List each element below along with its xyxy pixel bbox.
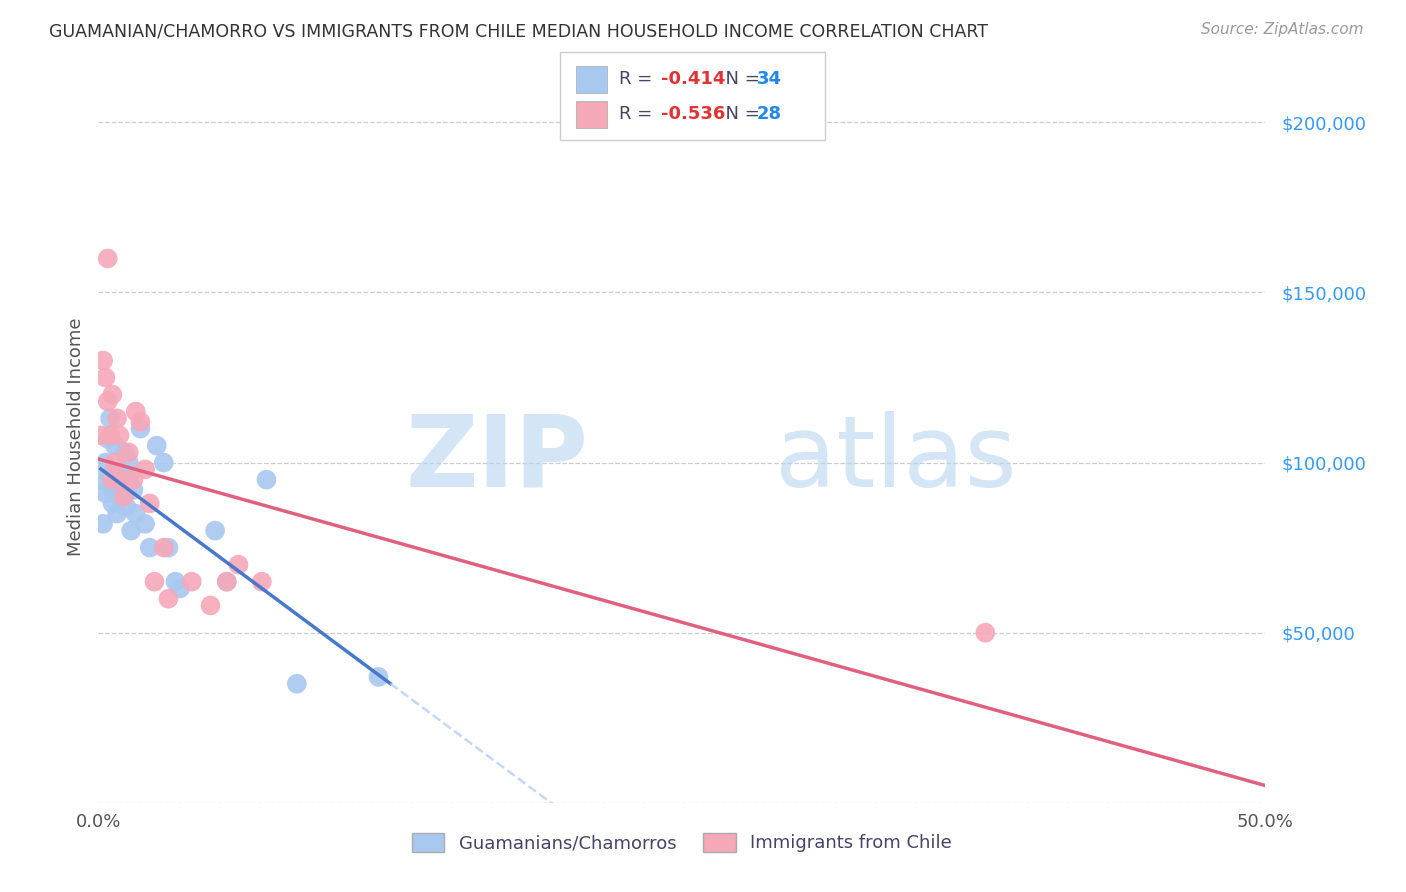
Point [134, 462, 156, 476]
Point [204, 524, 226, 538]
Point [97, 394, 120, 409]
Point [97, 252, 120, 266]
Point [118, 473, 141, 487]
Point [111, 473, 134, 487]
Point [157, 541, 180, 555]
Point [125, 507, 148, 521]
Text: Source: ZipAtlas.com: Source: ZipAtlas.com [1201, 22, 1364, 37]
Point [105, 507, 128, 521]
Text: N =: N = [714, 105, 766, 123]
Point [146, 439, 169, 453]
Point [101, 483, 124, 497]
Point [94, 456, 117, 470]
Point [228, 558, 250, 572]
Point [165, 574, 187, 589]
Point [285, 677, 308, 691]
Point [152, 541, 174, 555]
Point [98, 469, 121, 483]
Point [91, 516, 114, 531]
Point [98, 428, 121, 442]
Text: -0.414: -0.414 [661, 70, 725, 88]
Text: N =: N = [714, 70, 766, 88]
Point [105, 411, 128, 425]
Point [215, 574, 238, 589]
Point [118, 456, 141, 470]
Text: -0.536: -0.536 [661, 105, 725, 123]
Point [169, 582, 191, 596]
Point [139, 496, 162, 510]
Point [134, 516, 156, 531]
Point [118, 445, 141, 459]
Point [152, 456, 174, 470]
Text: R =: R = [619, 70, 658, 88]
Point [97, 432, 120, 446]
Point [90, 428, 112, 442]
Point [98, 411, 121, 425]
Point [90, 473, 112, 487]
Point [122, 473, 145, 487]
Point [91, 353, 114, 368]
Point [101, 473, 124, 487]
Point [974, 625, 997, 640]
Point [94, 486, 117, 500]
Point [139, 541, 162, 555]
Point [367, 670, 389, 684]
Text: R =: R = [619, 105, 658, 123]
Y-axis label: Median Household Income: Median Household Income [66, 318, 84, 557]
Point [112, 490, 135, 504]
Point [112, 445, 135, 459]
Point [94, 370, 117, 384]
Point [108, 490, 131, 504]
Text: ZIP: ZIP [406, 410, 589, 508]
Text: 28: 28 [756, 105, 782, 123]
Point [122, 483, 145, 497]
Point [129, 421, 152, 435]
Point [129, 415, 152, 429]
Text: atlas: atlas [775, 410, 1017, 508]
Text: 34: 34 [756, 70, 782, 88]
Point [101, 496, 124, 510]
Point [115, 500, 138, 514]
Point [157, 591, 180, 606]
Point [104, 439, 127, 453]
Point [120, 524, 142, 538]
Point [108, 428, 131, 442]
Point [256, 473, 278, 487]
Legend: Guamanians/Chamorros, Immigrants from Chile: Guamanians/Chamorros, Immigrants from Ch… [405, 826, 959, 860]
Point [105, 466, 128, 480]
Text: GUAMANIAN/CHAMORRO VS IMMIGRANTS FROM CHILE MEDIAN HOUSEHOLD INCOME CORRELATION : GUAMANIAN/CHAMORRO VS IMMIGRANTS FROM CH… [49, 22, 988, 40]
Point [250, 574, 273, 589]
Point [143, 574, 166, 589]
Point [215, 574, 238, 589]
Point [104, 456, 127, 470]
Point [180, 574, 202, 589]
Point [101, 387, 124, 401]
Point [111, 473, 134, 487]
Point [125, 404, 148, 418]
Point [200, 599, 222, 613]
